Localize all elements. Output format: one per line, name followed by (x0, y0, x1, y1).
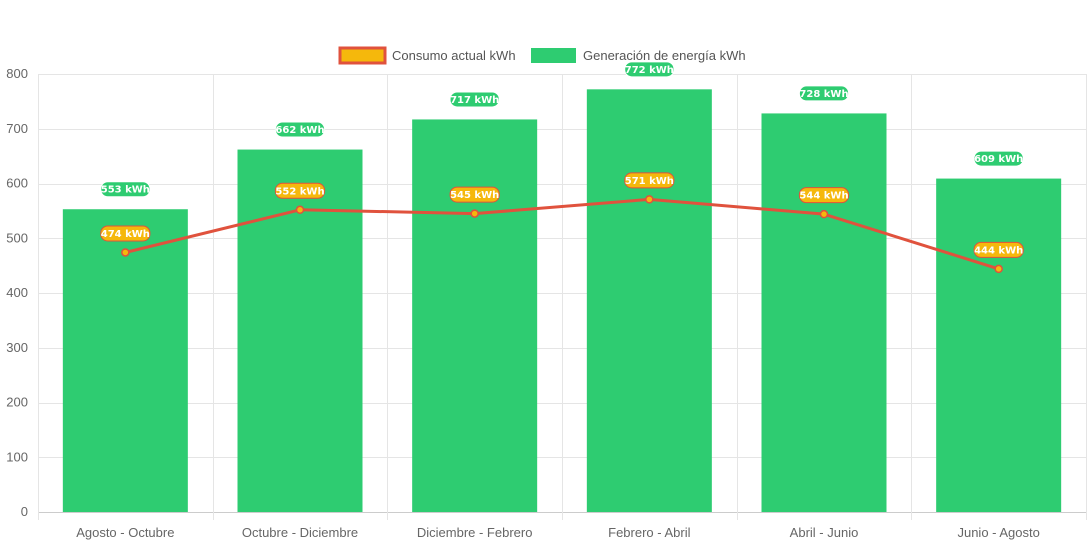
line-data-label: 545 kWh (449, 186, 500, 203)
line-data-label: 544 kWh (798, 187, 850, 204)
chart-grid (38, 74, 1087, 520)
legend-swatch-consumo (338, 46, 387, 65)
chart-axes: 0 100 200 300 400 500 600 700 800 Agosto - Octubr… (6, 66, 1040, 540)
point-consumo[interactable] (121, 248, 130, 257)
bar-data-label-bg (274, 121, 326, 138)
point-consumo[interactable] (295, 205, 305, 215)
y-tick-label: 200 (6, 395, 28, 410)
bar-data-label-bg (973, 150, 1024, 167)
line-data-label-text: 444 kWh (974, 245, 1023, 256)
line-data-label-bg (100, 225, 151, 242)
y-tick-label: 700 (6, 121, 28, 136)
line-data-label-bg (624, 172, 675, 189)
legend-label-consumo: Consumo actual kWh (392, 48, 516, 63)
y-tick-label: 100 (6, 449, 28, 464)
line-data-label-text: 552 kWh (275, 186, 324, 197)
y-tick-label: 0 (21, 504, 28, 519)
bar-data-label-text: 553 kWh (101, 185, 150, 196)
bar-data-label: 609 kWh (973, 150, 1024, 167)
line-data-label-bg (798, 187, 850, 204)
legend-swatch-generacion (531, 48, 576, 63)
y-tick-label: 300 (6, 340, 28, 355)
y-tick-label: 400 (6, 285, 28, 300)
chart-legend: Consumo actual kWh Generación de energía … (338, 46, 746, 65)
bar-data-label-text: 772 kWh (625, 65, 674, 76)
line-data-label-text: 571 kWh (625, 176, 674, 187)
point-consumo[interactable] (470, 209, 479, 218)
line-consumo (124, 197, 1000, 271)
x-tick-label: Junio - Agosto (957, 525, 1039, 540)
bar-generacion[interactable] (936, 178, 1062, 512)
bar-data-label-bg (100, 181, 151, 198)
bar-data-label: 728 kWh (798, 85, 850, 102)
bar-generacion[interactable] (412, 119, 538, 512)
x-tick-label: Octubre - Diciembre (242, 525, 358, 540)
bar-data-label: 717 kWh (449, 91, 500, 108)
line-data-label-bg (449, 186, 500, 203)
legend-label-generacion: Generación de energía kWh (583, 48, 746, 63)
bar-data-label-text: 717 kWh (450, 95, 499, 106)
x-tick-label: Abril - Junio (790, 525, 859, 540)
line-data-label-text: 544 kWh (799, 191, 848, 202)
bar-data-label: 553 kWh (100, 181, 151, 198)
bar-data-label-text: 662 kWh (275, 125, 324, 136)
line-data-label: 552 kWh (274, 182, 326, 199)
line-data-label-bg (973, 241, 1024, 258)
bar-data-label-bg (798, 85, 850, 102)
line-data-label-bg (274, 182, 326, 199)
y-tick-label: 600 (6, 176, 28, 191)
bar-generacion[interactable] (761, 113, 887, 513)
line-data-label-text: 474 kWh (101, 229, 150, 240)
x-tick-label: Agosto - Octubre (76, 525, 174, 540)
bar-data-label: 662 kWh (274, 121, 326, 138)
bar-data-label: 772 kWh (624, 61, 675, 78)
x-tick-label: Febrero - Abril (608, 525, 690, 540)
point-consumo[interactable] (994, 264, 1003, 274)
legend-item-consumo[interactable]: Consumo actual kWh (338, 46, 516, 65)
bar-generacion[interactable] (62, 209, 188, 513)
y-tick-label: 800 (6, 66, 28, 81)
line-data-label: 571 kWh (624, 172, 675, 189)
line-data-label-text: 545 kWh (450, 190, 499, 201)
y-tick-label: 500 (6, 230, 28, 245)
bar-generacion[interactable] (237, 149, 363, 512)
bar-data-label-bg (449, 91, 500, 108)
x-tick-label: Diciembre - Febrero (417, 525, 533, 540)
bar-generacion[interactable] (586, 89, 712, 512)
line-data-label: 474 kWh (100, 225, 151, 242)
line-data-label: 444 kWh (973, 241, 1024, 258)
point-consumo[interactable] (645, 195, 654, 204)
bar-data-label-text: 728 kWh (799, 89, 848, 100)
point-consumo[interactable] (819, 209, 829, 219)
legend-item-generacion[interactable]: Generación de energía kWh (531, 48, 746, 63)
bar-data-label-text: 609 kWh (974, 154, 1023, 165)
data-labels: 553 kWh 662 kWh 717 kWh 772 kWh 728 kWh 609 k… (100, 61, 1024, 258)
consumption-line-series (121, 195, 1003, 274)
bar-data-label-bg (624, 61, 675, 78)
